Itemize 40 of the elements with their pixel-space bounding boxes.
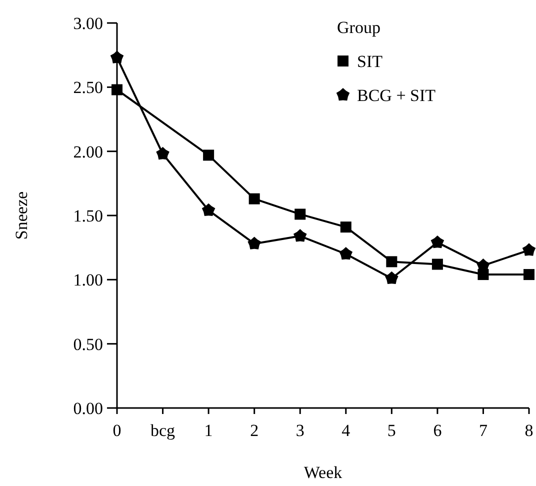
x-tick-label: 0 [112,421,122,440]
point [476,258,490,272]
x-tick-label: 1 [204,421,213,440]
x-axis-title: Week [304,463,343,482]
point [248,236,261,250]
point [248,193,260,204]
point [156,146,170,160]
point [202,203,216,216]
y-tick-label: 1.50 [73,206,103,226]
y-tick-label: 2.00 [73,142,103,162]
legend-label: SIT [357,52,384,71]
point [386,256,398,268]
x-tick-label: 6 [433,421,442,440]
y-axis-title: Sneeze [12,191,31,240]
point [522,243,536,256]
point [293,229,307,242]
y-tick-label: 3.00 [73,14,103,33]
point [430,235,444,248]
x-tick-label: 7 [478,421,488,440]
x-tick-label: 8 [524,421,534,440]
point [203,150,214,161]
x-tick-label: bcg [150,421,176,440]
point [340,222,352,233]
legend-title: Group [337,18,380,37]
y-tick-label: 0.50 [73,334,103,354]
y-tick-label: 0.00 [73,398,103,418]
point [112,84,122,96]
point [110,50,124,64]
x-tick-label: 3 [296,421,304,440]
point [432,258,443,270]
x-tick-label: 2 [250,421,259,440]
legend-label: BCG + SIT [357,86,436,105]
x-tick-label: 5 [387,421,396,440]
point [524,269,534,280]
y-tick-label: 1.00 [73,270,103,290]
point [294,208,306,220]
point [339,247,353,260]
x-tick-label: 4 [342,421,351,440]
point [385,271,398,284]
y-tick-label: 2.50 [73,78,103,98]
